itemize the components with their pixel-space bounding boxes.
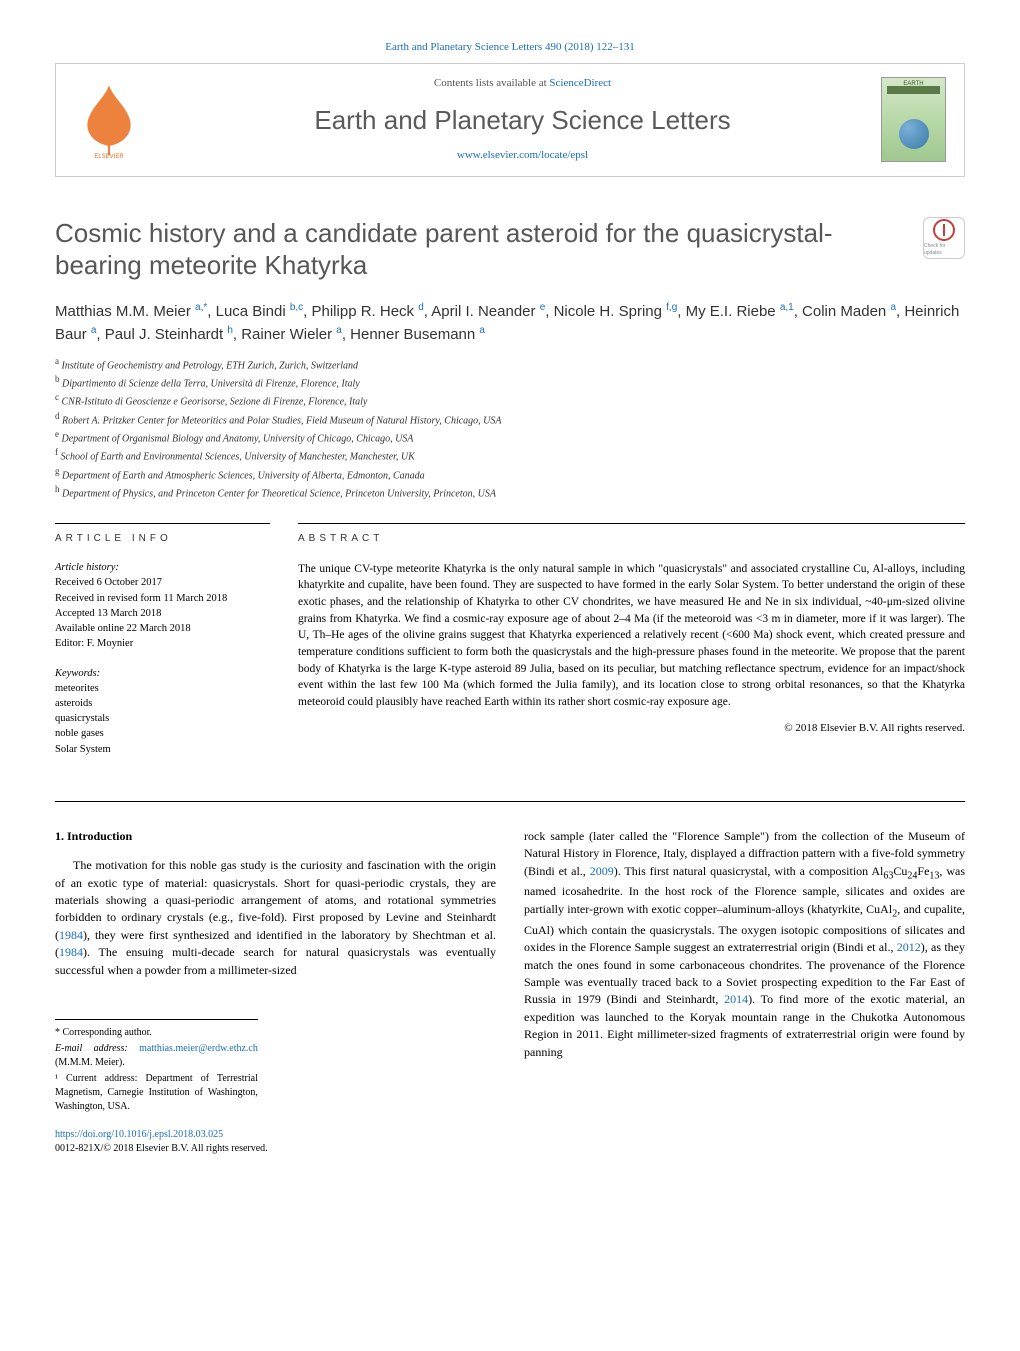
journal-header: ELSEVIER Contents lists available at Sci… [55,63,965,176]
body-column-left: 1. Introduction The motivation for this … [55,828,496,1157]
body-columns: 1. Introduction The motivation for this … [55,828,965,1157]
affiliation-line: h Department of Physics, and Princeton C… [55,483,965,501]
crossmark-badge[interactable]: Check for updates [923,217,965,259]
svg-text:ELSEVIER: ELSEVIER [94,154,124,160]
affiliation-line: a Institute of Geochemistry and Petrolog… [55,355,965,373]
journal-name: Earth and Planetary Science Letters [164,102,881,138]
article-page: Earth and Planetary Science Letters 490 … [0,0,1020,1187]
keyword: Solar System [55,742,270,757]
sciencedirect-link[interactable]: ScienceDirect [549,77,611,89]
crossmark-label: Check for updates [924,243,964,257]
cover-label: EARTH [882,80,945,88]
elsevier-logo: ELSEVIER [74,80,144,160]
email-line: E-mail address: matthias.meier@erdw.ethz… [55,1042,258,1070]
footnotes: * Corresponding author. E-mail address: … [55,1019,258,1114]
journal-homepage-link[interactable]: www.elsevier.com/locate/epsl [164,148,881,163]
history-line: Accepted 13 March 2018 [55,606,270,621]
abstract-body: The unique CV-type meteorite Khatyrka is… [298,563,965,708]
author-email-link[interactable]: matthias.meier@erdw.ethz.ch [139,1043,258,1054]
keyword: meteorites [55,681,270,696]
keyword: asteroids [55,696,270,711]
body-paragraph: rock sample (later called the "Florence … [524,828,965,1061]
history-line: Available online 22 March 2018 [55,621,270,636]
keyword: quasicrystals [55,711,270,726]
issn-copyright: 0012-821X/© 2018 Elsevier B.V. All right… [55,1142,496,1157]
doi-link[interactable]: https://doi.org/10.1016/j.epsl.2018.03.0… [55,1128,496,1143]
keywords-block: Keywords: meteoritesasteroidsquasicrysta… [55,666,270,757]
author-list: Matthias M.M. Meier a,*, Luca Bindi b,c,… [55,300,965,347]
keyword: noble gases [55,726,270,741]
keywords-label: Keywords: [55,666,270,681]
top-citation: Earth and Planetary Science Letters 490 … [55,40,965,55]
header-center: Contents lists available at ScienceDirec… [164,76,881,163]
affiliation-list: a Institute of Geochemistry and Petrolog… [55,355,965,502]
abstract-column: ABSTRACT The unique CV-type meteorite Kh… [298,523,965,771]
history-line: Received in revised form 11 March 2018 [55,591,270,606]
article-info-column: ARTICLE INFO Article history: Received 6… [55,523,270,771]
contents-available: Contents lists available at ScienceDirec… [164,76,881,91]
crossmark-icon [933,219,955,241]
affiliation-line: b Dipartimento di Scienze della Terra, U… [55,373,965,391]
top-citation-link[interactable]: Earth and Planetary Science Letters 490 … [385,41,635,53]
divider [55,801,965,802]
article-title: Cosmic history and a candidate parent as… [55,217,903,282]
affiliation-line: e Department of Organismal Biology and A… [55,428,965,446]
affiliation-line: c CNR-Istituto di Geoscienze e Georisors… [55,391,965,409]
abstract-heading: ABSTRACT [298,532,965,547]
history-line: Received 6 October 2017 [55,575,270,590]
history-line: Editor: F. Moynier [55,636,270,651]
abstract-copyright: © 2018 Elsevier B.V. All rights reserved… [298,721,965,737]
body-paragraph: The motivation for this noble gas study … [55,857,496,979]
bottom-bar: https://doi.org/10.1016/j.epsl.2018.03.0… [55,1128,496,1157]
affiliation-line: f School of Earth and Environmental Scie… [55,446,965,464]
article-history: Article history: Received 6 October 2017… [55,560,270,651]
corresponding-author-note: * Corresponding author. [55,1026,258,1040]
body-column-right: rock sample (later called the "Florence … [524,828,965,1157]
affiliation-line: g Department of Earth and Atmospheric Sc… [55,465,965,483]
journal-cover-thumb: EARTH [881,77,946,162]
affiliation-line: d Robert A. Pritzker Center for Meteorit… [55,410,965,428]
section-heading: 1. Introduction [55,828,496,845]
history-label: Article history: [55,560,270,575]
address-footnote: ¹ Current address: Department of Terrest… [55,1072,258,1114]
article-info-heading: ARTICLE INFO [55,523,270,546]
